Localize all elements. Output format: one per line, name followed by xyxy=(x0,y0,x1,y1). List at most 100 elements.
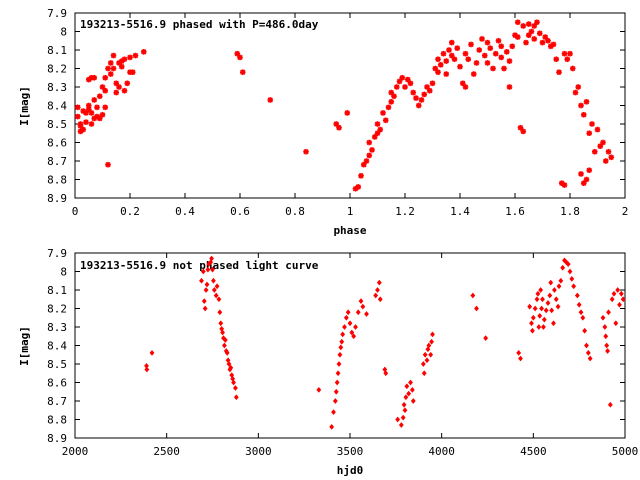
data-point xyxy=(503,49,510,55)
data-point xyxy=(567,268,573,275)
unphased-y-tick-label: 8.5 xyxy=(47,358,67,371)
data-point xyxy=(267,97,274,103)
data-point xyxy=(534,296,540,303)
data-point xyxy=(446,47,452,53)
data-point xyxy=(552,287,557,293)
unphased-y-tick-label: 8.8 xyxy=(47,414,67,427)
data-point xyxy=(110,52,117,59)
phased-y-tick-label: 8.5 xyxy=(47,118,67,131)
data-point xyxy=(377,296,383,303)
data-point xyxy=(380,110,386,116)
data-point xyxy=(85,102,92,109)
data-point xyxy=(584,342,589,349)
data-point xyxy=(462,84,469,90)
phased-x-tick-label: 2 xyxy=(622,205,629,218)
data-point xyxy=(399,74,406,81)
data-point xyxy=(358,173,364,179)
data-point xyxy=(605,148,612,155)
data-point xyxy=(520,128,527,135)
data-point xyxy=(578,102,584,109)
data-point xyxy=(366,152,373,159)
data-point xyxy=(572,89,579,96)
data-point xyxy=(210,266,215,273)
data-point xyxy=(217,309,223,316)
data-point xyxy=(88,121,95,127)
data-point xyxy=(218,320,224,327)
data-point xyxy=(336,124,342,131)
phased-plot-xlabel: phase xyxy=(333,224,366,237)
phased-plot-points xyxy=(74,19,615,192)
data-point xyxy=(226,361,232,367)
data-point xyxy=(239,69,246,75)
data-point xyxy=(401,401,407,408)
data-point xyxy=(110,65,117,72)
data-point xyxy=(498,54,505,61)
data-point xyxy=(556,283,562,290)
data-point xyxy=(437,62,444,68)
data-point xyxy=(484,60,491,66)
data-point xyxy=(576,301,582,308)
data-point xyxy=(385,104,392,111)
data-point xyxy=(530,327,535,334)
data-point xyxy=(132,52,139,59)
data-point xyxy=(91,74,98,81)
data-point xyxy=(402,84,408,90)
data-point xyxy=(549,307,555,314)
data-point xyxy=(102,104,109,111)
phased-y-tick-label: 8.2 xyxy=(47,63,67,76)
data-point xyxy=(435,56,441,63)
data-point xyxy=(525,21,532,27)
data-point xyxy=(501,65,507,72)
data-point xyxy=(121,87,128,94)
data-point xyxy=(613,320,619,327)
unphased-plot-points xyxy=(144,255,626,430)
unphased-x-tick-label: 2500 xyxy=(153,445,180,458)
data-point xyxy=(369,147,375,153)
unphased-light-curve-plot: 193213-5516.9 not phased light curve hjd… xyxy=(18,247,638,477)
data-point xyxy=(483,335,489,341)
data-point xyxy=(393,84,400,90)
data-point xyxy=(228,364,234,371)
data-point xyxy=(435,69,441,75)
data-point xyxy=(481,52,488,59)
data-point xyxy=(376,279,382,286)
unphased-y-tick-label: 8.3 xyxy=(47,321,67,334)
data-point xyxy=(88,110,95,116)
data-point xyxy=(360,161,367,168)
data-point xyxy=(335,370,341,377)
data-point xyxy=(534,19,540,26)
data-point xyxy=(523,39,529,46)
data-point xyxy=(498,43,505,50)
phased-x-tick-label: 1.4 xyxy=(450,205,470,218)
data-point xyxy=(532,305,538,312)
data-point xyxy=(351,333,357,340)
data-point xyxy=(99,111,106,118)
data-point xyxy=(536,30,543,37)
data-point xyxy=(407,80,414,87)
data-point xyxy=(578,171,584,177)
data-point xyxy=(617,301,622,308)
data-point xyxy=(585,350,591,356)
data-point xyxy=(430,331,435,338)
phased-y-tick-label: 8.1 xyxy=(47,44,67,57)
data-point xyxy=(506,58,513,64)
data-point xyxy=(492,50,499,57)
unphased-y-tick-label: 7.9 xyxy=(47,247,67,260)
data-point xyxy=(383,370,389,377)
data-point xyxy=(448,39,455,46)
data-point xyxy=(222,337,228,343)
data-point xyxy=(545,37,551,44)
phased-x-tick-label: 1.8 xyxy=(560,205,580,218)
data-point xyxy=(530,314,536,321)
data-point xyxy=(421,91,428,98)
data-point xyxy=(476,47,483,53)
data-point xyxy=(363,158,370,164)
unphased-y-tick-label: 8.2 xyxy=(47,303,67,316)
phased-x-tick-label: 0 xyxy=(72,205,79,218)
phased-y-tick-label: 8.7 xyxy=(47,155,67,168)
data-point xyxy=(364,311,369,317)
data-point xyxy=(600,139,606,146)
data-point xyxy=(105,65,111,72)
data-point xyxy=(74,113,81,120)
data-point xyxy=(465,56,472,63)
